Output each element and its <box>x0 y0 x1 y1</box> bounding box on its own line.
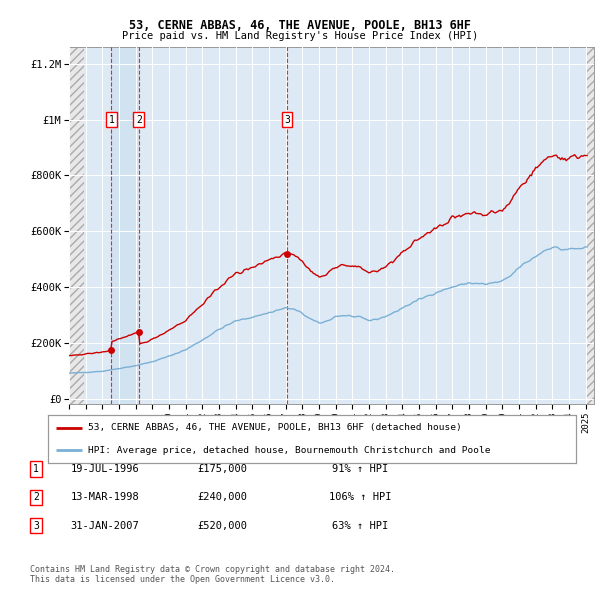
Text: Contains HM Land Registry data © Crown copyright and database right 2024.
This d: Contains HM Land Registry data © Crown c… <box>30 565 395 584</box>
Text: 91% ↑ HPI: 91% ↑ HPI <box>332 464 388 474</box>
Text: 2: 2 <box>136 114 142 124</box>
Bar <box>69 47 85 404</box>
Text: 13-MAR-1998: 13-MAR-1998 <box>71 493 139 502</box>
Text: 2: 2 <box>33 493 39 502</box>
Text: £175,000: £175,000 <box>197 464 247 474</box>
Text: £520,000: £520,000 <box>197 521 247 530</box>
Text: HPI: Average price, detached house, Bournemouth Christchurch and Poole: HPI: Average price, detached house, Bour… <box>88 445 490 454</box>
Text: 1: 1 <box>33 464 39 474</box>
Text: 31-JAN-2007: 31-JAN-2007 <box>71 521 139 530</box>
Text: 53, CERNE ABBAS, 46, THE AVENUE, POOLE, BH13 6HF: 53, CERNE ABBAS, 46, THE AVENUE, POOLE, … <box>129 19 471 32</box>
Text: 19-JUL-1996: 19-JUL-1996 <box>71 464 139 474</box>
Bar <box>586 47 594 404</box>
Text: £240,000: £240,000 <box>197 493 247 502</box>
Text: 1: 1 <box>109 114 114 124</box>
Text: 53, CERNE ABBAS, 46, THE AVENUE, POOLE, BH13 6HF (detached house): 53, CERNE ABBAS, 46, THE AVENUE, POOLE, … <box>88 424 461 432</box>
Text: 3: 3 <box>284 114 290 124</box>
Text: 63% ↑ HPI: 63% ↑ HPI <box>332 521 388 530</box>
Text: Price paid vs. HM Land Registry's House Price Index (HPI): Price paid vs. HM Land Registry's House … <box>122 31 478 41</box>
Text: 3: 3 <box>33 521 39 530</box>
Text: 106% ↑ HPI: 106% ↑ HPI <box>329 493 391 502</box>
Bar <box>112 47 139 404</box>
